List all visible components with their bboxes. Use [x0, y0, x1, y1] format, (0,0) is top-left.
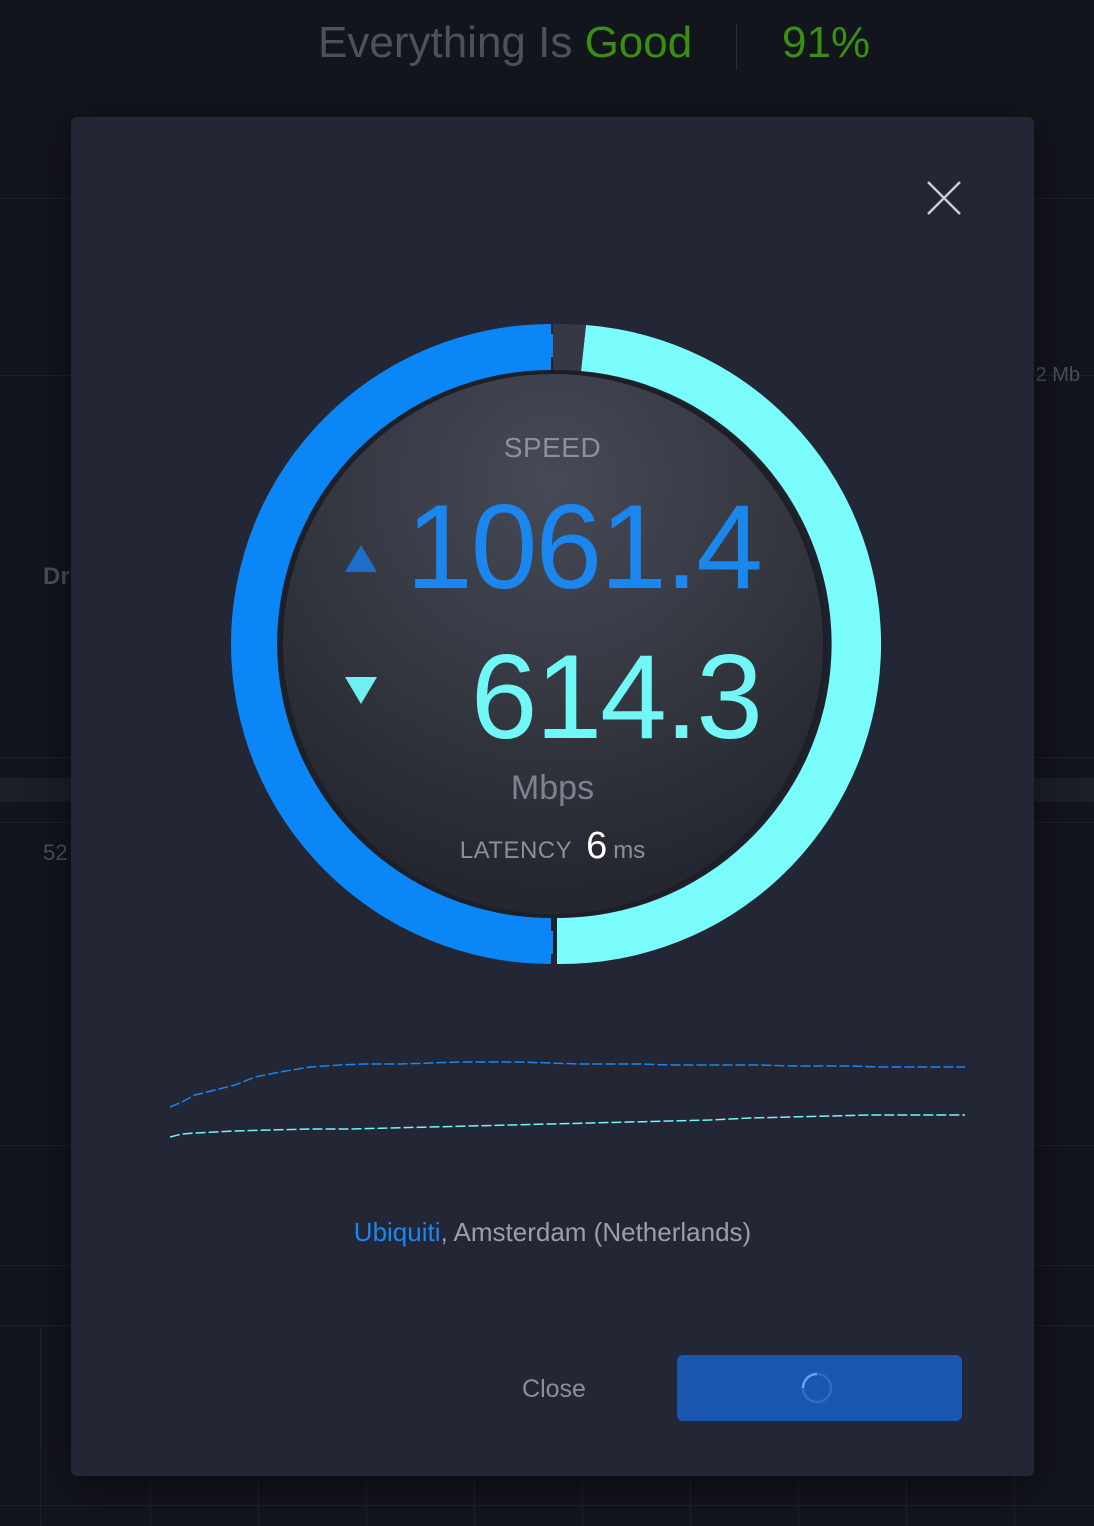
latency-readout: LATENCY 6 ms	[71, 825, 1034, 868]
run-test-button[interactable]	[677, 1355, 962, 1421]
speed-unit: Mbps	[510, 769, 595, 807]
gauge-face	[283, 374, 823, 914]
bg-grid-line	[40, 1325, 41, 1526]
server-location: , Amsterdam (Netherlands)	[440, 1217, 752, 1247]
latency-value: 6	[586, 825, 608, 867]
download-arrow-icon	[345, 677, 377, 704]
gauge-gap	[553, 323, 586, 371]
speed-history-graph	[169, 1047, 965, 1147]
status-title-state: Good	[584, 18, 693, 67]
close-icon[interactable]	[923, 177, 965, 219]
speed-test-dialog: SPEED 1061.4 614.3 Mbps LATENCY 6 ms Ubiqu…	[71, 117, 1034, 1476]
upload-history-line	[169, 1061, 965, 1108]
latency-unit: ms	[613, 837, 646, 864]
bg-text-fragment: Dr	[43, 563, 70, 590]
bg-divider	[0, 1505, 1094, 1506]
download-speed: 614.3	[341, 637, 781, 757]
download-history-line	[169, 1114, 965, 1138]
close-button[interactable]: Close	[522, 1375, 586, 1403]
status-title: Everything Is Good	[318, 18, 692, 68]
upload-value: 1061.4	[405, 480, 763, 614]
status-title-prefix: Everything Is	[318, 18, 585, 67]
health-score: 91%	[782, 18, 871, 67]
upload-speed: 1061.4	[341, 487, 781, 607]
upload-arc-ring	[231, 324, 551, 964]
bg-text-fragment: .2 Mb	[1030, 364, 1081, 386]
bg-text-fragment: 52	[43, 840, 68, 865]
speed-label: SPEED	[503, 432, 602, 463]
download-value: 614.3	[470, 630, 763, 764]
download-arc-ring	[557, 325, 882, 965]
latency-label: LATENCY	[459, 837, 573, 864]
upload-arrow-icon	[345, 545, 377, 572]
speed-gauge	[221, 312, 885, 976]
status-header: Everything Is Good 91%	[0, 0, 1094, 90]
loading-spinner-icon	[801, 1372, 833, 1404]
header-divider	[736, 24, 737, 70]
server-provider-link[interactable]: Ubiquiti	[353, 1217, 441, 1247]
server-info: Ubiquiti, Amsterdam (Netherlands)	[71, 1217, 1034, 1248]
